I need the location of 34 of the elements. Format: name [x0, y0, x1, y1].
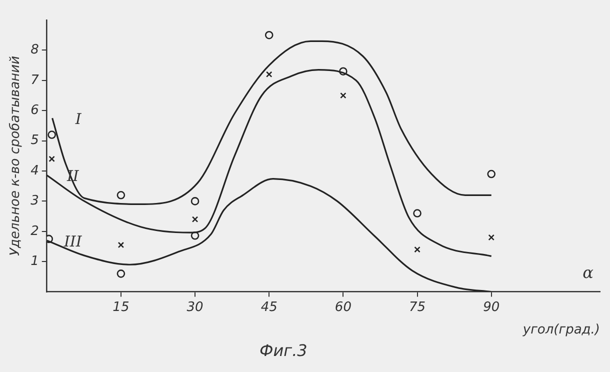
y-tick-label: 3: [30, 194, 39, 209]
point: [190, 197, 200, 206]
point: [48, 130, 56, 139]
x-tick-label: 90: [483, 300, 500, 315]
y-tick-label: 5: [30, 133, 39, 148]
series-label: III: [62, 232, 83, 250]
point: [192, 216, 198, 222]
x-tick-label: 30: [186, 300, 204, 315]
point: [413, 209, 422, 218]
point: [340, 92, 346, 99]
point: [264, 30, 274, 40]
point: [116, 270, 126, 278]
y-tick-label: 8: [30, 42, 39, 58]
point: [116, 191, 126, 200]
point: [118, 242, 124, 248]
x-tick-label: 75: [408, 300, 426, 315]
x-tick-label: 15: [112, 300, 130, 315]
y-tick-label: 2: [30, 224, 39, 239]
x-axis-title: угол(град.): [522, 322, 600, 338]
x-tick-label: 60: [334, 300, 352, 315]
text: Фиг.3: [260, 341, 308, 360]
y-tick-label: 6: [30, 102, 39, 118]
point: [487, 170, 496, 178]
point: [266, 71, 272, 78]
series-label: I: [74, 110, 82, 128]
x-tick-label: 45: [260, 300, 278, 315]
y-tick-label: 7: [30, 72, 40, 88]
point: [48, 156, 55, 162]
annotation: α: [582, 262, 594, 282]
y-tick-label: 1: [30, 254, 39, 269]
point: [414, 246, 420, 253]
point: [488, 234, 494, 241]
y-tick-label: 4: [30, 163, 39, 178]
y-axis-title: Удельное к-во сробатываний: [8, 56, 24, 256]
